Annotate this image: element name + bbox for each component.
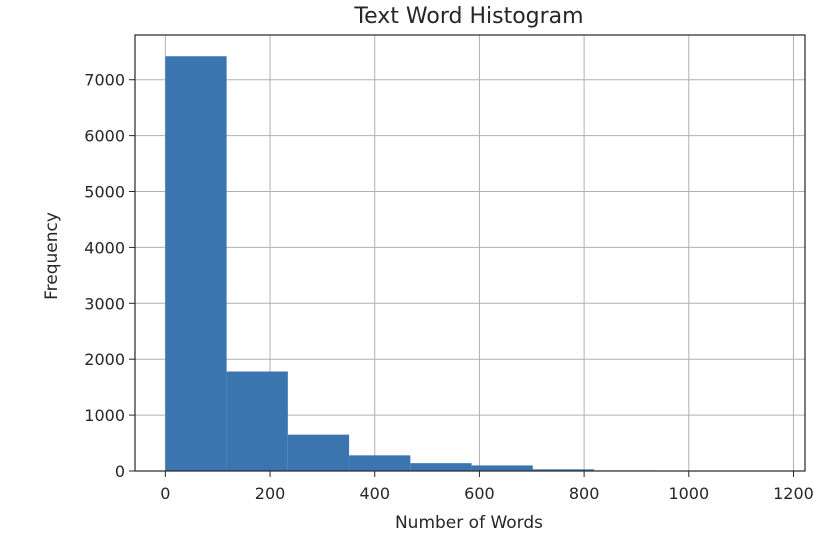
histogram-bar xyxy=(471,465,533,471)
histogram-bar xyxy=(349,455,411,471)
y-tick-label: 1000 xyxy=(84,406,125,425)
x-tick-label: 200 xyxy=(255,484,286,503)
y-axis-label: Frequency xyxy=(42,212,62,300)
histogram-bar xyxy=(165,56,227,471)
y-tick-label: 6000 xyxy=(84,127,125,146)
histogram-bars xyxy=(165,56,778,471)
plot-frame xyxy=(134,34,806,472)
x-axis-label: Number of Words xyxy=(395,513,543,533)
x-tick-label: 1000 xyxy=(668,484,709,503)
histogram-bar xyxy=(287,434,350,471)
x-tick-label: 600 xyxy=(464,484,495,503)
histogram-bar xyxy=(410,463,472,471)
y-axis-ticks: 0 1000 2000 3000 4000 5000 6000 7000 xyxy=(84,71,135,481)
y-tick-label: 5000 xyxy=(84,183,125,202)
y-tick-label: 3000 xyxy=(84,294,125,313)
x-tick-label: 1200 xyxy=(773,484,814,503)
y-tick-label: 7000 xyxy=(84,71,125,90)
chart-title: Text Word Histogram xyxy=(353,4,583,29)
x-tick-label: 400 xyxy=(359,484,390,503)
x-tick-label: 0 xyxy=(160,484,170,503)
histogram-bar xyxy=(532,469,595,471)
histogram-bar xyxy=(226,371,288,471)
x-tick-label: 800 xyxy=(569,484,600,503)
x-axis-ticks: 0 200 400 600 800 1000 1200 xyxy=(160,471,814,503)
y-tick-label: 2000 xyxy=(84,350,125,369)
y-tick-label: 0 xyxy=(115,462,125,481)
y-tick-label: 4000 xyxy=(84,238,125,257)
